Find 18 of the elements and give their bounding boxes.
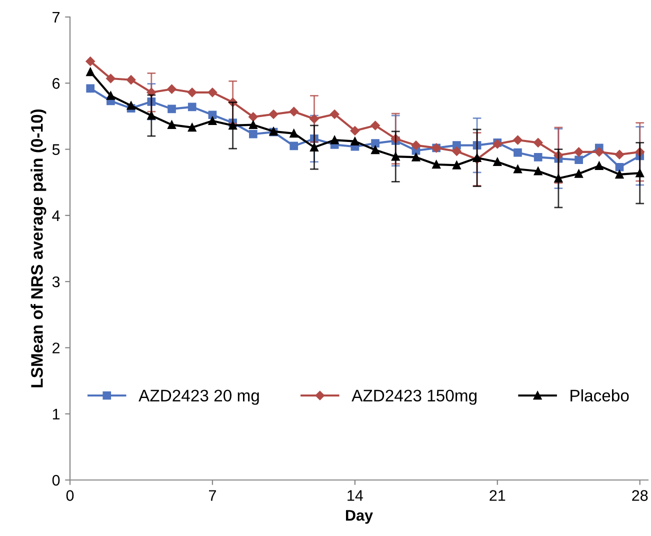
y-tick-label: 7 xyxy=(52,12,60,23)
x-tick-label: 14 xyxy=(348,490,363,501)
x-tick-label: 0 xyxy=(66,490,74,501)
y-tick-label: 5 xyxy=(52,144,60,155)
x-tick-label: 21 xyxy=(490,490,506,501)
y-tick-label: 6 xyxy=(52,78,60,89)
legend-label: AZD2423 150mg xyxy=(352,390,476,405)
y-tick-label: 3 xyxy=(52,276,60,288)
y-tick-label: 1 xyxy=(52,408,60,420)
legend-label: Placebo xyxy=(570,389,629,402)
x-tick-label: 7 xyxy=(209,490,216,501)
y-tick-label: 4 xyxy=(52,210,60,221)
x-tick-label: 28 xyxy=(632,490,648,501)
y-axis-title: LSMean of NRS average pain (0-10) xyxy=(30,109,46,388)
x-axis-title: Day xyxy=(346,510,373,524)
y-tick-label: 2 xyxy=(52,342,60,354)
legend-label: AZD2423 20 mg xyxy=(138,390,259,405)
y-tick-label: 0 xyxy=(52,474,60,486)
